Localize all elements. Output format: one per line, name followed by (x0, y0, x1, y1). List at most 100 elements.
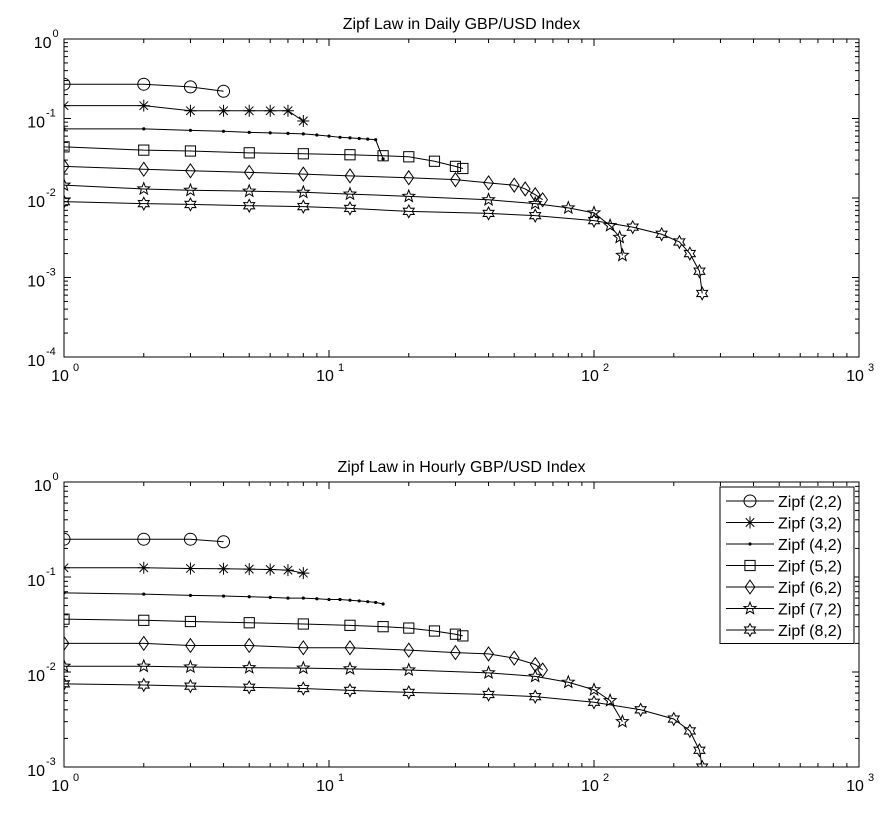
x-tick-exponent: 3 (868, 772, 874, 784)
data-point (602, 217, 618, 232)
legend-label: Zipf (5,2) (778, 559, 842, 576)
data-point (183, 532, 197, 546)
y-tick-exponent: -1 (46, 108, 56, 120)
x-tick-label: 10 (51, 778, 69, 795)
data-point (242, 679, 256, 695)
data-point (242, 198, 256, 214)
data-point (183, 80, 197, 94)
data-point (327, 134, 331, 138)
y-tick-label: 10 (27, 573, 45, 590)
y-tick-exponent: -4 (46, 346, 56, 358)
data-point (297, 148, 309, 160)
data-point (64, 613, 70, 625)
data-point (366, 137, 370, 141)
data-point (138, 161, 150, 178)
series-7 (64, 676, 709, 767)
series-2 (64, 99, 310, 128)
data-point (401, 662, 417, 677)
data-point (142, 127, 146, 131)
data-point (343, 201, 357, 216)
series-line (64, 146, 463, 169)
data-point (64, 127, 66, 131)
y-tick-label: 10 (27, 115, 45, 132)
x-tick-label: 10 (316, 778, 334, 795)
data-point (586, 682, 602, 696)
data-point (403, 622, 415, 634)
data-point (296, 199, 310, 214)
data-point (64, 77, 71, 91)
legend-label: Zipf (7,2) (778, 602, 842, 619)
legend-marker (748, 542, 752, 546)
data-point (403, 151, 415, 163)
x-tick-label: 10 (846, 368, 864, 385)
data-point (528, 208, 542, 224)
data-point (508, 177, 520, 193)
series-line (64, 201, 703, 294)
data-point (449, 160, 462, 172)
data-point (457, 162, 469, 175)
data-point (301, 132, 305, 136)
data-point (138, 635, 150, 652)
series-line (64, 184, 623, 256)
data-point (301, 596, 305, 600)
data-point (449, 628, 462, 640)
data-point (586, 205, 602, 220)
legend-marker (744, 559, 756, 572)
data-point (561, 674, 576, 689)
data-point (183, 659, 198, 674)
data-point (243, 563, 256, 576)
data-point (281, 104, 294, 117)
data-point (185, 163, 196, 179)
series-6 (64, 658, 630, 728)
data-point (217, 104, 230, 117)
y-axis-ticks (64, 42, 859, 358)
data-point (264, 104, 277, 117)
data-point (64, 141, 70, 153)
y-tick-exponent: -1 (46, 566, 56, 578)
y-tick-label: 10 (27, 668, 45, 685)
data-point (338, 135, 342, 139)
data-point (342, 186, 358, 201)
legend-label: Zipf (8,2) (778, 623, 842, 640)
data-point (64, 177, 72, 192)
data-point (508, 650, 520, 666)
x-tick-exponent: 1 (338, 772, 344, 784)
data-point (64, 591, 66, 595)
data-point (184, 562, 197, 575)
x-axis-ticks (63, 482, 848, 767)
data-point (602, 692, 618, 707)
series-layer (64, 77, 709, 301)
data-point (537, 662, 549, 678)
data-point (377, 150, 389, 162)
legend-item: Zipf (5,2) (726, 559, 842, 576)
data-point (348, 598, 352, 602)
legend-marker (744, 516, 756, 529)
data-point (183, 182, 198, 197)
series-3 (64, 127, 385, 161)
legend-marker (744, 579, 756, 595)
data-point (136, 658, 152, 673)
data-point (428, 625, 441, 637)
data-point (587, 213, 601, 228)
data-point (374, 600, 378, 605)
data-point (402, 685, 416, 700)
data-point (667, 711, 681, 727)
data-point (221, 129, 226, 133)
y-tick-label: 10 (27, 763, 45, 780)
data-point (184, 197, 197, 212)
y-axis-ticks (64, 485, 859, 768)
data-point (297, 166, 309, 182)
y-tick-label: 10 (27, 274, 45, 291)
series-line (64, 128, 384, 160)
legend-label: Zipf (2,2) (778, 494, 842, 511)
data-point (264, 563, 277, 576)
data-point (64, 99, 70, 112)
data-point (626, 219, 640, 235)
data-point (683, 723, 697, 739)
x-tick-exponent: 0 (73, 772, 79, 784)
y-tick-exponent: -3 (46, 267, 56, 279)
data-point (366, 600, 370, 604)
data-point (64, 561, 70, 574)
data-point (188, 128, 193, 132)
